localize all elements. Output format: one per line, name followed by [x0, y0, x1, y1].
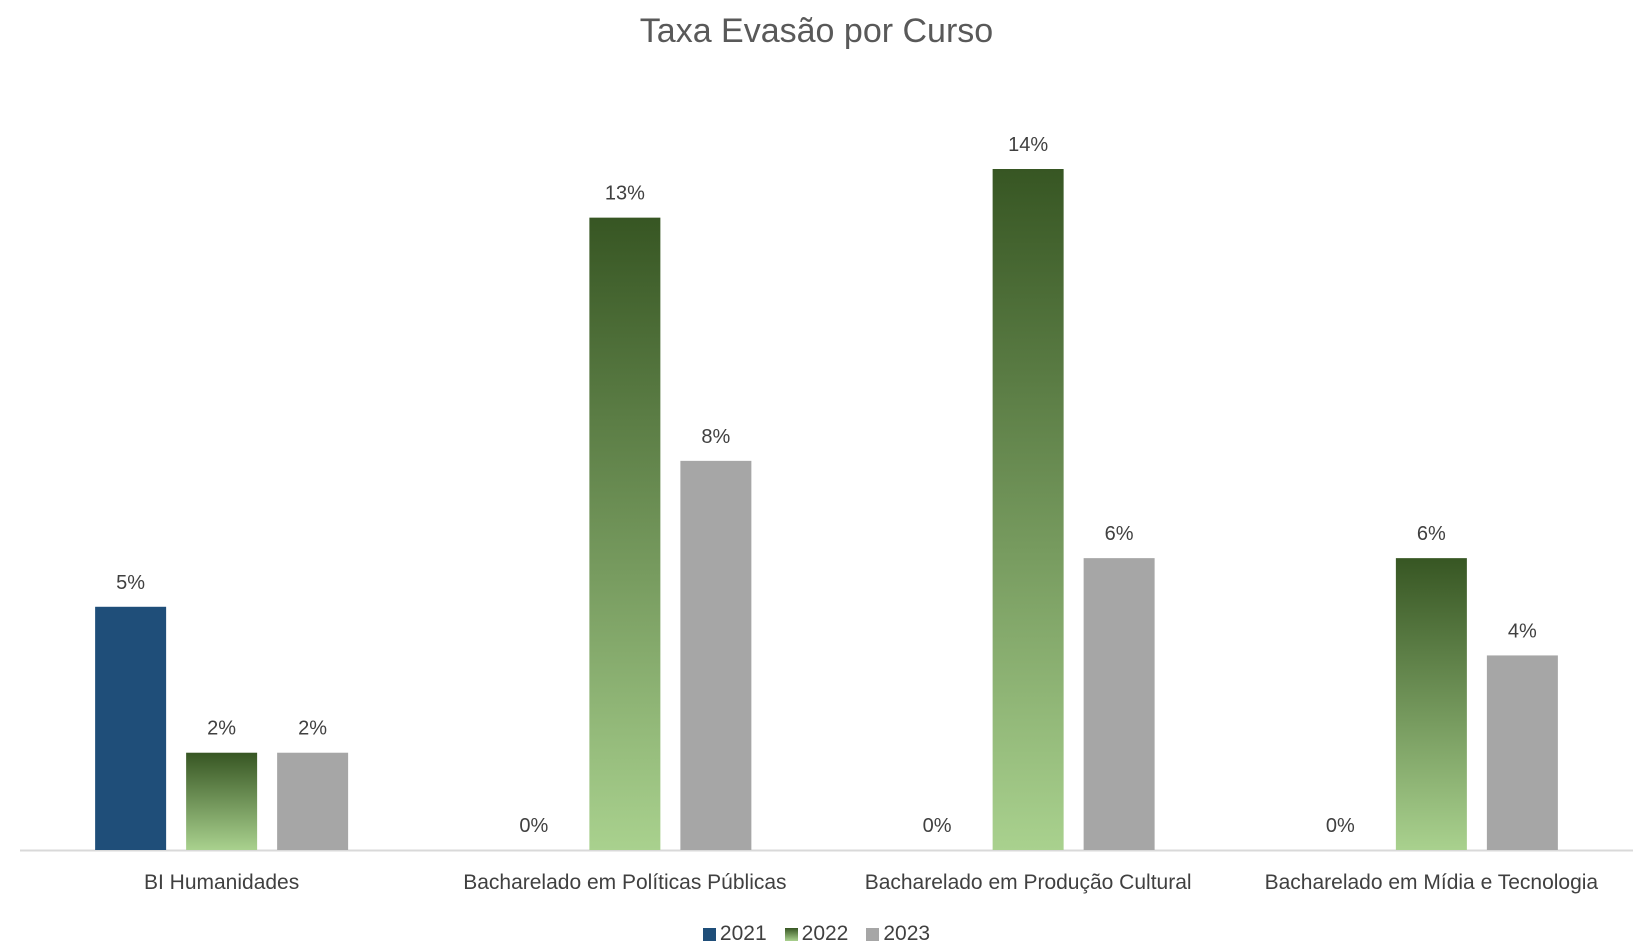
data-label-2023-bacharelado-em-politicas-publicas: 8%: [701, 426, 730, 448]
data-label-2021-bacharelado-em-midia-e-tecnologia: 0%: [1326, 815, 1355, 837]
data-label-2022-bacharelado-em-midia-e-tecnologia: 6%: [1417, 523, 1446, 545]
category-label-bacharelado-em-midia-e-tecnologia: Bacharelado em Mídia e Tecnologia: [1265, 871, 1599, 894]
legend-item-2022: 2022: [784, 922, 849, 946]
legend-swatch-2021: [702, 927, 716, 941]
legend-item-2021: 2021: [702, 922, 767, 946]
legend-swatch-2023: [866, 927, 880, 941]
bar-2023-bacharelado-em-midia-e-tecnologia: [1486, 655, 1558, 850]
data-label-2023-bi-humanidades: 2%: [298, 718, 327, 740]
data-label-2021-bacharelado-em-politicas-publicas: 0%: [519, 815, 548, 837]
data-label-2022-bacharelado-em-politicas-publicas: 13%: [605, 183, 645, 205]
bar-2022-bacharelado-em-midia-e-tecnologia: [1395, 558, 1467, 850]
data-label-2021-bi-humanidades: 5%: [116, 572, 145, 594]
bar-2022-bacharelado-em-politicas-publicas: [589, 217, 661, 851]
data-label-2022-bacharelado-em-producao-cultural: 14%: [1008, 134, 1048, 156]
legend: 2021 2022 2023: [0, 922, 1633, 946]
legend-label-2023: 2023: [883, 922, 931, 945]
legend-swatch-2022: [784, 927, 798, 941]
category-label-bi-humanidades: BI Humanidades: [144, 871, 299, 894]
chart-title: Taxa Evasão por Curso: [639, 12, 994, 50]
bar-2021-bi-humanidades: [95, 606, 167, 850]
legend-item-2023: 2023: [866, 922, 930, 946]
category-label-bacharelado-em-politicas-publicas: Bacharelado em Políticas Públicas: [463, 871, 786, 894]
bar-2023-bacharelado-em-politicas-publicas: [680, 460, 752, 850]
bar-2022-bi-humanidades: [186, 752, 258, 850]
bar-2023-bi-humanidades: [277, 752, 349, 850]
category-label-bacharelado-em-producao-cultural: Bacharelado em Produção Cultural: [865, 871, 1192, 894]
data-label-2021-bacharelado-em-producao-cultural: 0%: [923, 815, 952, 837]
bar-2022-bacharelado-em-producao-cultural: [992, 169, 1064, 850]
data-label-2022-bi-humanidades: 2%: [207, 718, 236, 740]
bar-2023-bacharelado-em-producao-cultural: [1083, 558, 1155, 850]
data-label-2023-bacharelado-em-producao-cultural: 6%: [1105, 523, 1134, 545]
data-label-2023-bacharelado-em-midia-e-tecnologia: 4%: [1508, 620, 1537, 642]
legend-label-2021: 2021: [719, 922, 767, 945]
legend-label-2022: 2022: [801, 922, 849, 945]
